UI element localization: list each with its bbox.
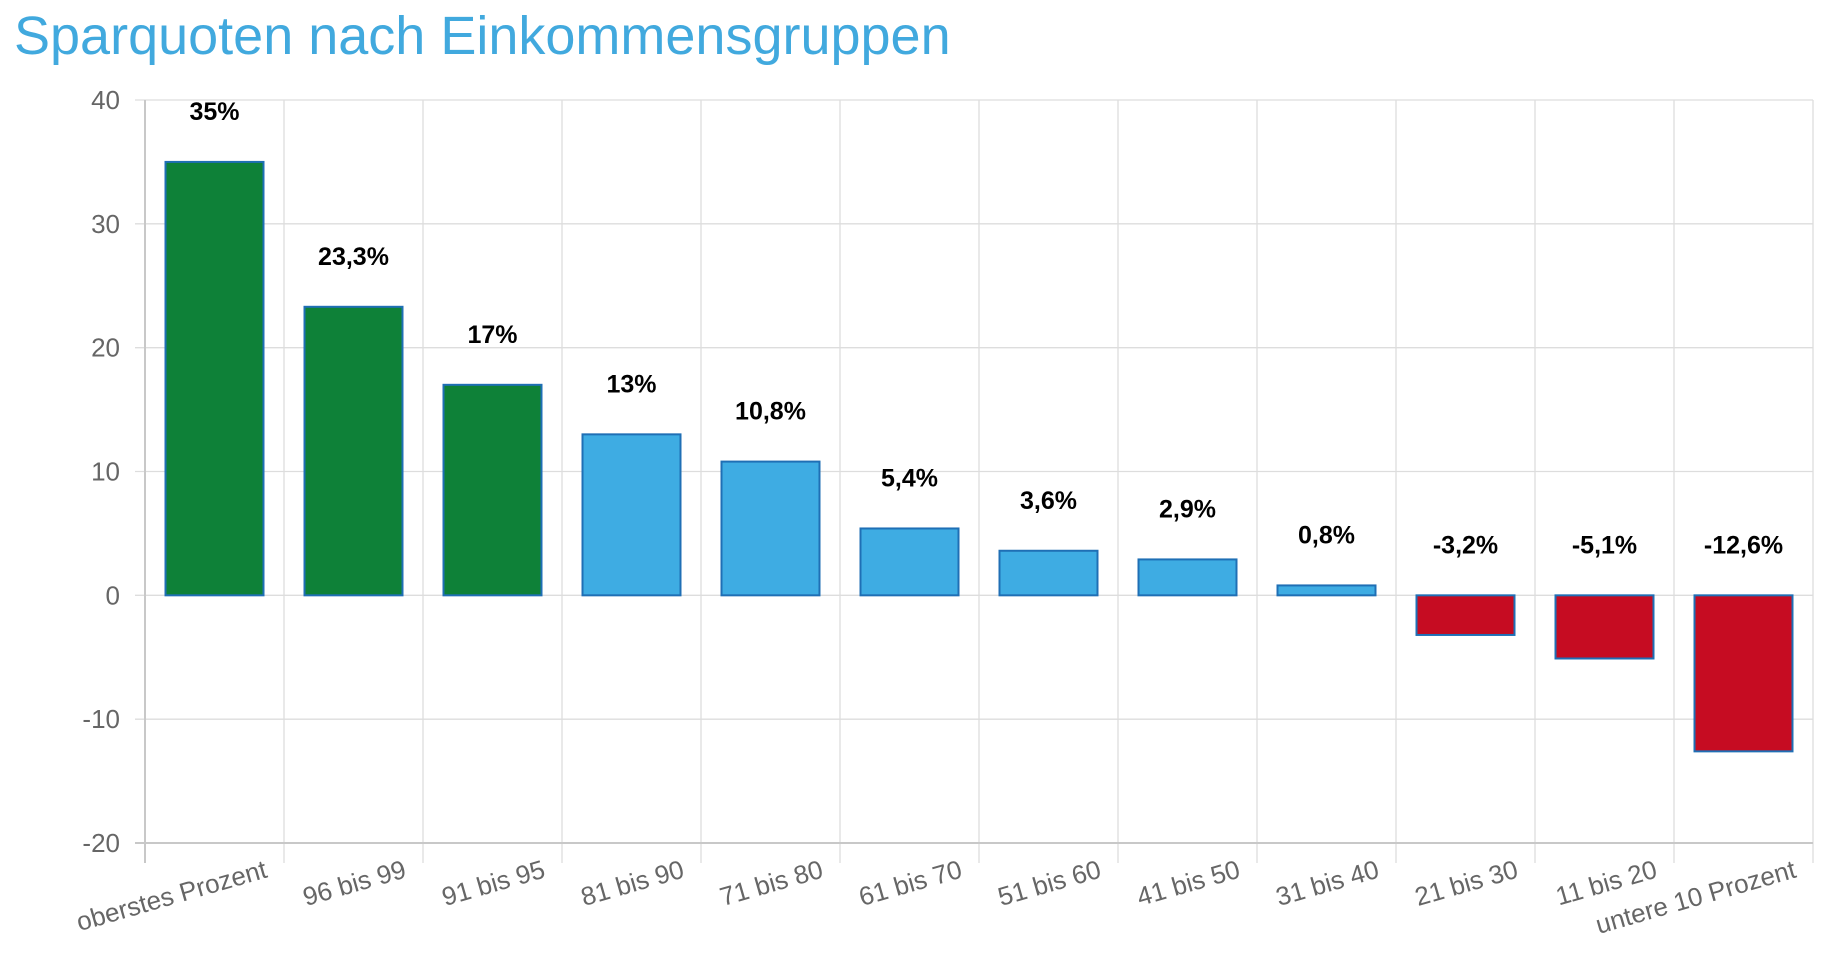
data-label: -5,1% bbox=[1572, 531, 1637, 559]
data-label: 23,3% bbox=[318, 243, 389, 271]
x-tick-label: 81 bis 90 bbox=[577, 854, 687, 912]
y-axis: 40 30 20 10 0 -10 -20 bbox=[82, 85, 120, 858]
x-tick-label: 21 bis 30 bbox=[1411, 854, 1521, 912]
data-label-layer: 35% 23,3% 17% 13% 10,8% 5,4% 3,6% 2,9% 0,8% -3,2%… bbox=[189, 98, 1783, 559]
x-tick-label: 41 bis 50 bbox=[1133, 854, 1243, 912]
data-label: -3,2% bbox=[1433, 531, 1498, 559]
y-tick-label: -10 bbox=[82, 704, 120, 734]
bar[interactable] bbox=[1693, 594, 1794, 753]
y-tick-label: 0 bbox=[106, 580, 120, 610]
bar-layer bbox=[164, 160, 1794, 753]
y-tick-label: 40 bbox=[91, 85, 120, 115]
bar[interactable] bbox=[1415, 594, 1516, 636]
chart-title: Sparquoten nach Einkommensgruppen bbox=[14, 6, 951, 66]
bar[interactable] bbox=[1554, 594, 1655, 660]
bar[interactable] bbox=[442, 383, 543, 597]
data-label: 0,8% bbox=[1298, 521, 1355, 549]
x-tick-label: 61 bis 70 bbox=[855, 854, 965, 912]
data-label: 10,8% bbox=[735, 398, 806, 426]
x-axis: oberstes Prozent 96 bis 99 91 bis 95 81 bis… bbox=[73, 854, 1800, 940]
data-label: 13% bbox=[606, 370, 656, 398]
data-label: 35% bbox=[189, 98, 239, 126]
bar[interactable] bbox=[303, 305, 404, 597]
x-tick-label: 96 bis 99 bbox=[299, 854, 409, 912]
x-tick-label: 51 bis 60 bbox=[994, 854, 1104, 912]
data-label: -12,6% bbox=[1704, 531, 1783, 559]
x-tick-label: 91 bis 95 bbox=[438, 854, 548, 912]
bar[interactable] bbox=[720, 460, 821, 597]
grid-layer bbox=[135, 99, 1814, 863]
bar[interactable] bbox=[1276, 584, 1377, 597]
bar[interactable] bbox=[1137, 558, 1238, 597]
bar[interactable] bbox=[859, 527, 960, 597]
bar[interactable] bbox=[998, 549, 1099, 597]
x-tick-label: 31 bis 40 bbox=[1272, 854, 1382, 912]
data-label: 5,4% bbox=[881, 464, 938, 492]
x-tick-label: oberstes Prozent bbox=[73, 854, 271, 937]
y-tick-label: -20 bbox=[82, 828, 120, 858]
data-label: 17% bbox=[467, 321, 517, 349]
y-tick-label: 10 bbox=[91, 457, 120, 487]
bar[interactable] bbox=[581, 433, 682, 597]
y-tick-label: 30 bbox=[91, 209, 120, 239]
x-tick-label: 71 bis 80 bbox=[716, 854, 826, 912]
y-tick-label: 20 bbox=[91, 333, 120, 363]
data-label: 2,9% bbox=[1159, 495, 1216, 523]
data-label: 3,6% bbox=[1020, 487, 1077, 515]
bar[interactable] bbox=[164, 160, 265, 597]
